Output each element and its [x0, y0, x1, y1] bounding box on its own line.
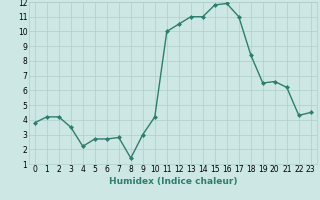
- X-axis label: Humidex (Indice chaleur): Humidex (Indice chaleur): [108, 177, 237, 186]
